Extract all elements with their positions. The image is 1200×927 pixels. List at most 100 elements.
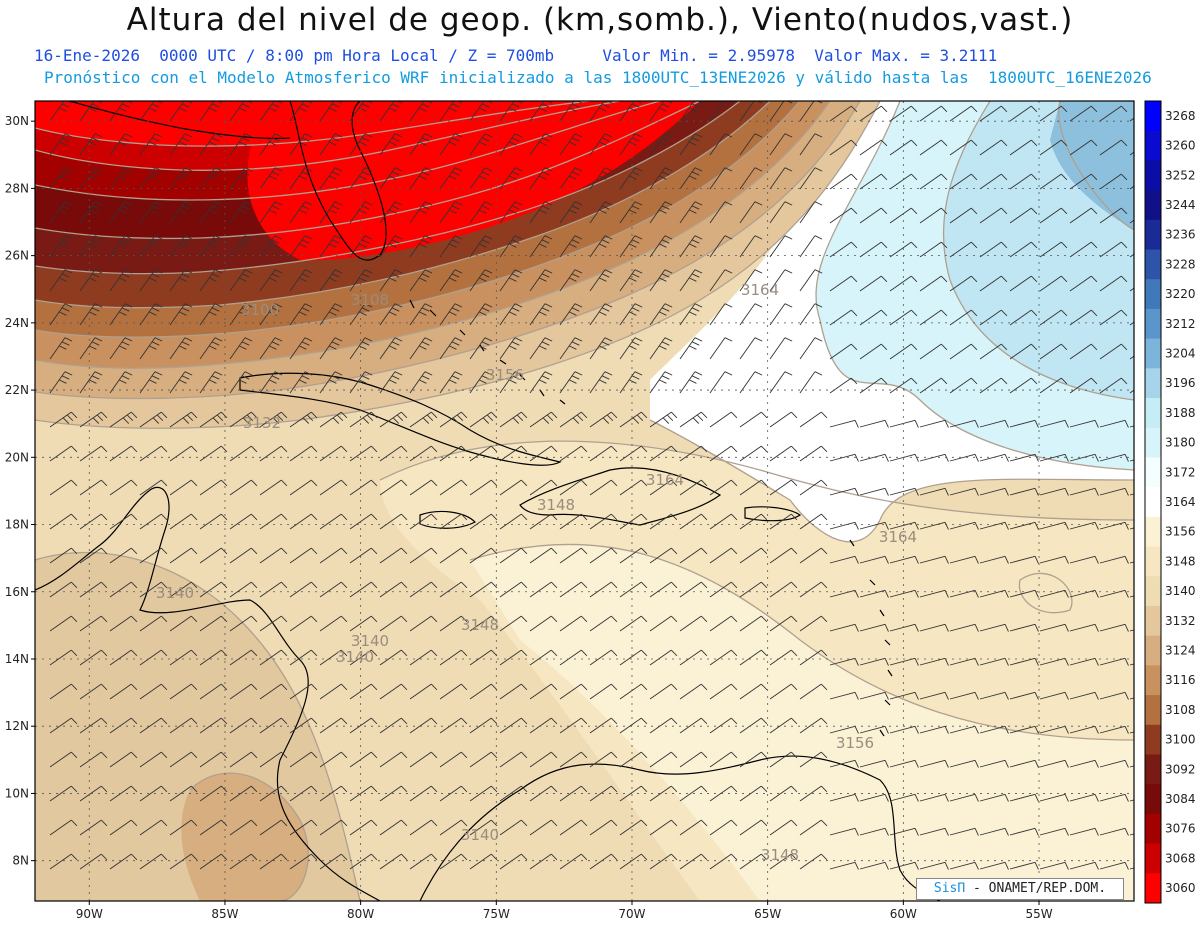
- jamaica-coast: [419, 510, 476, 529]
- wind-barb: [1099, 861, 1129, 870]
- wind-barb: [349, 615, 378, 632]
- wind-barb: [1099, 487, 1129, 496]
- colorbar-label: 3188: [1165, 406, 1196, 420]
- wind-barb: [949, 453, 979, 462]
- wind-barb: [289, 201, 313, 224]
- wind-barb: [409, 717, 438, 734]
- wind-barb: [949, 521, 979, 530]
- wind-barb: [169, 201, 193, 224]
- wind-barb: [1039, 377, 1068, 394]
- wind-barb: [919, 139, 948, 156]
- wind-barb: [49, 479, 78, 496]
- wind-barb: [319, 371, 343, 394]
- wind-barb: [919, 377, 948, 394]
- wind-barb: [739, 853, 768, 870]
- wind-barb: [169, 445, 198, 462]
- wind-barb: [559, 133, 583, 156]
- wind-barb: [529, 269, 553, 292]
- wind-barb: [409, 751, 438, 768]
- wind-barb: [769, 581, 798, 598]
- wind-barb: [949, 759, 979, 768]
- wind-barb: [259, 819, 288, 836]
- wind-barb: [169, 853, 198, 870]
- wind-barb: [949, 241, 978, 258]
- colorbar-swatch: [1145, 843, 1161, 874]
- colorbar-frame: [1144, 100, 1162, 904]
- wind-barb: [949, 105, 978, 122]
- wind-barb: [979, 623, 1009, 632]
- colorbar-swatch: [1145, 190, 1161, 221]
- wind-barb: [469, 303, 493, 326]
- colorbar-swatch: [1145, 754, 1161, 785]
- lat-tick-label: 26N: [5, 249, 29, 263]
- wind-barb: [739, 445, 768, 462]
- wind-barb: [919, 555, 949, 564]
- wind-barb: [349, 445, 378, 462]
- wind-barb: [1039, 343, 1068, 360]
- contour-label: 3148: [537, 496, 575, 514]
- subtitle-valid-time: 16-Ene-2026 0000 UTC / 8:00 pm Hora Loca…: [34, 46, 998, 65]
- wind-barb: [859, 275, 888, 292]
- wind-barb: [619, 303, 643, 326]
- colorbar-swatch: [1145, 695, 1161, 726]
- wind-barb: [1099, 377, 1128, 394]
- wind-barb: [829, 555, 859, 564]
- wind-barb: [619, 445, 648, 462]
- colorbar-swatch: [1145, 427, 1161, 458]
- wind-barb: [199, 337, 223, 360]
- wind-barb: [589, 337, 613, 360]
- wind-barb: [379, 167, 403, 190]
- wind-barb: [49, 717, 78, 734]
- wind-barb: [949, 487, 979, 496]
- lat-tick-label: 14N: [5, 652, 29, 666]
- wind-barb: [199, 547, 228, 564]
- wind-barb: [589, 785, 618, 802]
- wind-barb: [739, 717, 768, 734]
- wind-barb: [559, 819, 588, 836]
- wind-barb: [649, 133, 673, 156]
- south-america-coast: [419, 755, 941, 901]
- wind-barb: [169, 133, 193, 156]
- wind-barb: [169, 337, 193, 360]
- wind-barb: [289, 853, 318, 870]
- wind-barb: [769, 615, 798, 632]
- wind-barb: [229, 853, 258, 870]
- wind-barb: [409, 269, 433, 292]
- colorbar-swatch: [1145, 873, 1161, 904]
- wind-barb: [319, 269, 343, 292]
- wind-barb: [1099, 725, 1129, 734]
- wind-barb: [649, 201, 673, 224]
- wind-barb: [229, 235, 253, 258]
- wind-barb: [1039, 241, 1068, 258]
- wind-barb: [769, 649, 798, 666]
- wind-barb: [949, 623, 979, 632]
- wind-barb: [289, 133, 313, 156]
- wind-barb: [679, 479, 708, 496]
- wind-barb: [709, 337, 733, 360]
- wind-barb: [619, 717, 648, 734]
- wind-barb: [229, 411, 258, 428]
- wind-barb: [319, 853, 348, 870]
- wind-barb: [109, 445, 138, 462]
- lon-tick-label: 85W: [211, 907, 238, 921]
- wind-barb: [679, 683, 708, 700]
- wind-barb: [169, 303, 193, 326]
- wind-barb: [439, 547, 468, 564]
- wind-barb: [1039, 521, 1069, 530]
- wind-barb: [859, 309, 888, 326]
- credit-box: SisΠ - ONAMET/REP.DOM.: [916, 878, 1124, 900]
- wind-barb: [199, 371, 223, 394]
- wind-barb: [979, 241, 1008, 258]
- wind-barb: [1099, 453, 1129, 462]
- wind-barb: [169, 167, 193, 190]
- wind-barb: [709, 853, 738, 870]
- wind-barb: [439, 717, 468, 734]
- central-america-coast: [35, 486, 381, 901]
- wind-barb: [829, 377, 858, 394]
- wind-barb: [1069, 241, 1098, 258]
- wind-barb: [259, 649, 288, 666]
- wind-barb: [439, 411, 468, 428]
- wind-barb: [619, 411, 648, 428]
- wind-barb: [469, 235, 493, 258]
- colorbar-swatch: [1145, 724, 1161, 755]
